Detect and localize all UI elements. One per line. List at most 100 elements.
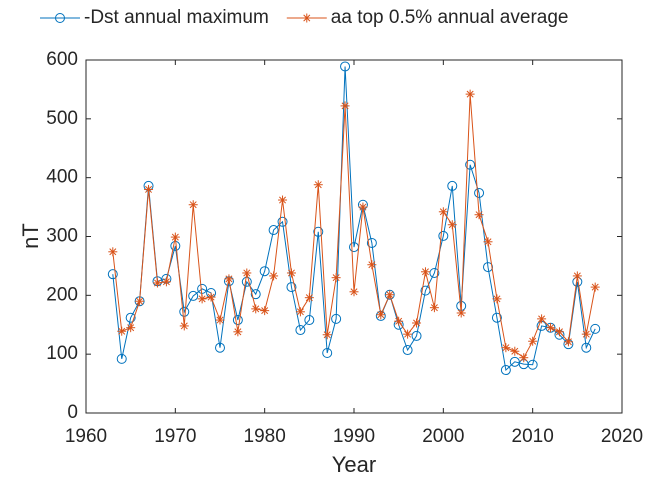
marker [179,306,190,317]
marker-stroke [395,317,403,325]
marker [528,336,538,346]
marker [331,273,341,283]
marker [295,325,306,336]
x-tick-label: 2000 [422,426,464,447]
marker [108,247,118,257]
y-tick-label: 200 [46,284,78,305]
marker [188,200,198,210]
marker [385,290,395,300]
marker-stroke [252,305,260,313]
marker [491,312,502,323]
marker [474,187,485,198]
marker [179,321,189,331]
marker-stroke [511,347,519,355]
marker [215,315,225,325]
marker [55,13,65,23]
marker [349,287,359,297]
marker-stroke [136,297,144,305]
marker [376,310,386,320]
marker-stroke [323,331,331,339]
marker [438,207,448,217]
marker [197,283,208,294]
y-tick-label: 600 [46,49,78,70]
marker [215,342,225,353]
marker-stroke [270,272,278,280]
marker-stroke [529,337,537,345]
marker [501,343,511,353]
marker [420,267,430,277]
marker-stroke [502,344,510,352]
x-tick-label: 1980 [244,426,286,447]
marker [572,271,582,281]
marker [358,202,368,212]
marker-stroke [359,203,367,211]
marker [313,180,323,190]
marker [412,318,422,328]
marker [107,269,118,280]
marker [394,316,404,326]
y-tick-label: 100 [46,343,78,364]
marker-stroke [368,261,376,269]
marker [509,356,520,367]
marker-stroke [448,221,456,229]
marker [411,330,422,341]
marker [546,323,556,333]
marker [590,282,600,292]
marker [456,308,466,318]
marker-stroke [153,279,161,287]
y-tick-label: 300 [46,226,78,247]
marker [302,13,312,23]
marker [286,282,297,293]
x-tick-label: 2020 [601,426,643,447]
marker-stroke [413,319,421,327]
marker-stroke [520,354,528,362]
marker [402,345,413,356]
marker [429,267,440,278]
marker-stroke [538,315,546,323]
marker [438,230,449,241]
marker-stroke [118,327,126,335]
marker [135,296,145,306]
marker-stroke [305,294,313,302]
marker-stroke [314,181,322,189]
marker [590,323,601,334]
marker [322,330,332,340]
marker [188,290,199,301]
marker-stroke [243,269,251,277]
series-line [112,66,596,372]
marker-stroke [234,328,242,336]
marker-stroke [189,201,197,209]
marker [251,304,261,314]
marker-stroke [332,274,340,282]
marker-stroke [573,272,581,280]
marker [366,237,377,248]
marker-stroke [279,196,287,204]
marker-stroke [564,338,572,346]
marker [563,337,573,347]
marker [259,266,270,277]
marker [519,353,529,363]
marker [465,89,475,99]
marker-stroke [484,238,492,246]
marker [126,323,136,333]
marker [242,268,252,278]
marker [483,237,493,247]
marker [144,184,154,194]
marker-stroke [386,291,394,299]
x-tick-label: 1960 [65,426,107,447]
marker [447,220,457,230]
marker-stroke [127,324,135,332]
x-tick-label: 1990 [333,426,375,447]
marker [161,277,171,287]
marker [340,101,350,111]
marker-stroke [261,307,269,315]
x-tick-label: 2010 [512,426,554,447]
legend-label: aa top 0.5% annual average [331,7,569,28]
marker [260,306,270,316]
marker-stroke [216,316,224,324]
marker [322,347,333,358]
marker-stroke [493,295,501,303]
marker-stroke [430,304,438,312]
